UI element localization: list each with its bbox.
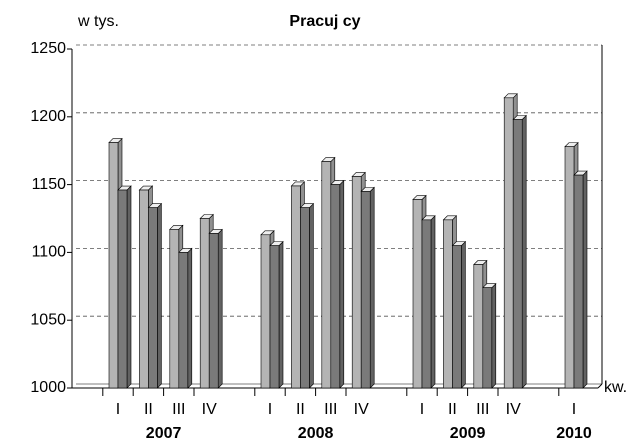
bar-side — [582, 170, 588, 389]
y-tick-label: 1250 — [30, 40, 66, 57]
bar-side — [461, 240, 466, 389]
floor-edge — [597, 383, 603, 389]
x-tick-label: IV — [354, 401, 369, 418]
bar — [199, 218, 210, 389]
bar — [482, 287, 493, 389]
bar-side — [309, 202, 314, 389]
bar — [169, 229, 180, 389]
x-tick-label: II — [144, 401, 153, 418]
bar — [269, 245, 280, 389]
bar — [473, 264, 484, 389]
bar — [360, 191, 371, 389]
bar-side — [126, 185, 132, 389]
x-tick-label: II — [296, 401, 305, 418]
x-tick-label: II — [448, 401, 457, 418]
group-label: 2010 — [556, 425, 592, 442]
bar-side — [430, 215, 436, 389]
bar — [148, 207, 158, 389]
x-tick-label: III — [476, 401, 489, 418]
x-tick-label: I — [420, 401, 424, 418]
y-tick-label: 1150 — [32, 176, 67, 193]
x-tick-label: III — [172, 401, 185, 418]
bar — [208, 233, 219, 389]
group-label: 2008 — [298, 425, 334, 442]
bar — [351, 176, 362, 389]
bar-side — [369, 186, 375, 389]
y-tick-label: 1000 — [30, 379, 66, 396]
x-tick-label: I — [572, 401, 576, 418]
group-label: 2007 — [146, 425, 182, 442]
bar — [108, 142, 119, 389]
bar — [452, 245, 462, 389]
bar — [564, 146, 575, 389]
bar-side — [339, 179, 345, 389]
bar-side — [491, 282, 497, 389]
x-axis-label: kw. — [604, 379, 627, 396]
bar — [503, 97, 514, 389]
bar — [330, 184, 341, 389]
bar — [421, 219, 432, 389]
bar — [291, 185, 301, 389]
bar — [260, 234, 271, 389]
bar-side — [217, 228, 223, 389]
x-tick-label: I — [268, 401, 272, 418]
bar — [321, 161, 332, 389]
bar — [443, 219, 453, 389]
bar — [573, 174, 584, 389]
x-tick-label: IV — [506, 401, 521, 418]
bar-side — [157, 202, 162, 389]
y-axis-label: w tys. — [77, 13, 119, 30]
bar — [117, 189, 128, 389]
bar-side — [278, 240, 284, 389]
x-tick-label: III — [324, 401, 337, 418]
bar — [178, 252, 189, 389]
bar-side — [521, 114, 527, 389]
bar — [412, 199, 423, 389]
bar-side — [187, 247, 193, 389]
chart-title: Pracuj cy — [289, 13, 360, 30]
bar — [300, 207, 310, 389]
bar — [512, 119, 523, 389]
y-tick-label: 1100 — [32, 244, 67, 261]
x-tick-label: IV — [202, 401, 217, 418]
bar — [139, 189, 149, 389]
y-tick-label: 1200 — [30, 108, 66, 125]
y-tick-label: 1050 — [30, 311, 66, 328]
group-label: 2009 — [450, 425, 486, 442]
x-tick-label: I — [116, 401, 120, 418]
